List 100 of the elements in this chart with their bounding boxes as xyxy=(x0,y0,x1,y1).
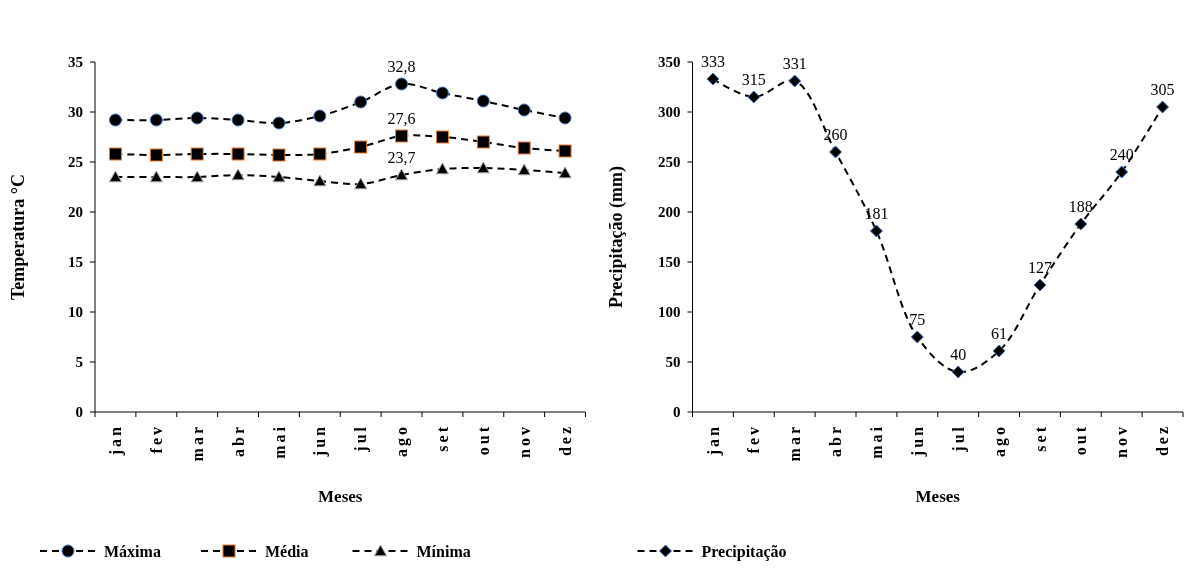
point xyxy=(829,145,843,159)
point xyxy=(517,163,531,176)
x-tick-label: dez xyxy=(1154,424,1172,457)
legend-label: Média xyxy=(265,542,309,560)
x-tick-label: jul xyxy=(352,424,371,453)
point xyxy=(395,129,409,143)
data-label: 27,6 xyxy=(387,110,416,127)
x-tick-label: mar xyxy=(786,424,804,462)
point xyxy=(476,135,490,149)
x-tick-label: fev xyxy=(745,424,763,454)
data-label: 331 xyxy=(782,55,807,72)
point xyxy=(354,95,368,109)
legend-label: Máxima xyxy=(104,542,161,560)
data-label: 32,8 xyxy=(387,58,416,75)
x-tick-label: nov xyxy=(515,424,533,458)
x-axis-title: Meses xyxy=(915,487,961,506)
x-tick-label: ago xyxy=(393,424,412,457)
x-tick-label: jun xyxy=(311,424,330,458)
y-tick-label: 30 xyxy=(68,104,83,121)
x-axis-title: Meses xyxy=(318,487,363,506)
point xyxy=(558,166,572,179)
point xyxy=(272,116,286,130)
point xyxy=(788,74,802,88)
point xyxy=(558,111,572,125)
x-tick-label: set xyxy=(434,424,452,452)
legend-label: Mínima xyxy=(416,542,471,560)
x-tick-label: jan xyxy=(107,424,126,457)
point xyxy=(190,111,204,125)
data-label: 333 xyxy=(700,53,725,70)
data-label: 305 xyxy=(1150,81,1175,98)
x-tick-label: jun xyxy=(908,424,927,458)
point xyxy=(149,148,163,162)
point xyxy=(354,140,368,154)
point xyxy=(992,344,1006,358)
y-tick-label: 20 xyxy=(68,204,83,221)
y-tick-label: 0 xyxy=(75,404,83,421)
x-tick-label: jan xyxy=(704,424,723,457)
point xyxy=(272,148,286,162)
data-label: 75 xyxy=(909,311,926,328)
x-tick-label: nov xyxy=(1113,424,1131,458)
point xyxy=(395,77,409,91)
point xyxy=(517,103,531,117)
y-tick-label: 0 xyxy=(673,404,681,421)
point xyxy=(231,113,245,127)
y-tick-label: 15 xyxy=(68,254,83,271)
x-tick-label: dez xyxy=(556,424,574,457)
point xyxy=(231,147,245,161)
y-tick-label: 10 xyxy=(68,304,83,321)
point xyxy=(435,162,449,175)
x-tick-label: abr xyxy=(229,424,247,457)
point xyxy=(108,147,122,161)
legend-label: Precipitação xyxy=(701,542,787,561)
point xyxy=(1074,217,1088,231)
point xyxy=(951,365,965,379)
y-tick-label: 300 xyxy=(658,104,681,121)
y-axis-title: Precipitação (mm) xyxy=(605,165,627,309)
point xyxy=(149,113,163,127)
x-tick-label: set xyxy=(1031,424,1049,452)
point xyxy=(1033,278,1047,292)
point xyxy=(395,168,409,181)
point xyxy=(476,161,490,174)
x-tick-label: mai xyxy=(868,424,886,459)
y-tick-label: 5 xyxy=(75,354,83,371)
point xyxy=(313,147,327,161)
data-label: 181 xyxy=(864,205,889,222)
point xyxy=(1156,100,1170,114)
point xyxy=(108,170,122,183)
y-tick-label: 100 xyxy=(658,304,681,321)
y-tick-label: 250 xyxy=(658,154,681,171)
x-tick-label: abr xyxy=(827,424,845,457)
point xyxy=(190,147,204,161)
data-label: 240 xyxy=(1109,146,1134,163)
point xyxy=(313,109,327,123)
x-tick-label: mai xyxy=(270,424,288,459)
data-label: 188 xyxy=(1068,198,1093,215)
y-tick-label: 25 xyxy=(68,154,83,171)
point xyxy=(272,170,286,183)
point xyxy=(706,72,720,86)
y-tick-label: 150 xyxy=(658,254,681,271)
y-tick-label: 350 xyxy=(658,54,681,71)
x-tick-label: mar xyxy=(188,424,206,462)
point xyxy=(435,86,449,100)
data-label: 23,7 xyxy=(387,149,416,166)
point xyxy=(558,144,572,158)
x-tick-label: fev xyxy=(147,424,165,454)
point xyxy=(1115,165,1129,179)
point xyxy=(747,90,761,104)
y-axis-title: Temperatura °C xyxy=(8,173,28,301)
point xyxy=(517,141,531,155)
x-tick-label: ago xyxy=(990,424,1009,457)
point xyxy=(869,224,883,238)
x-tick-label: out xyxy=(474,424,492,456)
data-label: 315 xyxy=(741,71,766,88)
point xyxy=(313,174,327,187)
point xyxy=(190,170,204,183)
x-tick-label: out xyxy=(1072,424,1090,456)
x-tick-label: jul xyxy=(949,424,968,453)
data-label: 127 xyxy=(1027,259,1052,276)
y-tick-label: 200 xyxy=(658,204,681,221)
y-tick-label: 35 xyxy=(68,54,83,71)
